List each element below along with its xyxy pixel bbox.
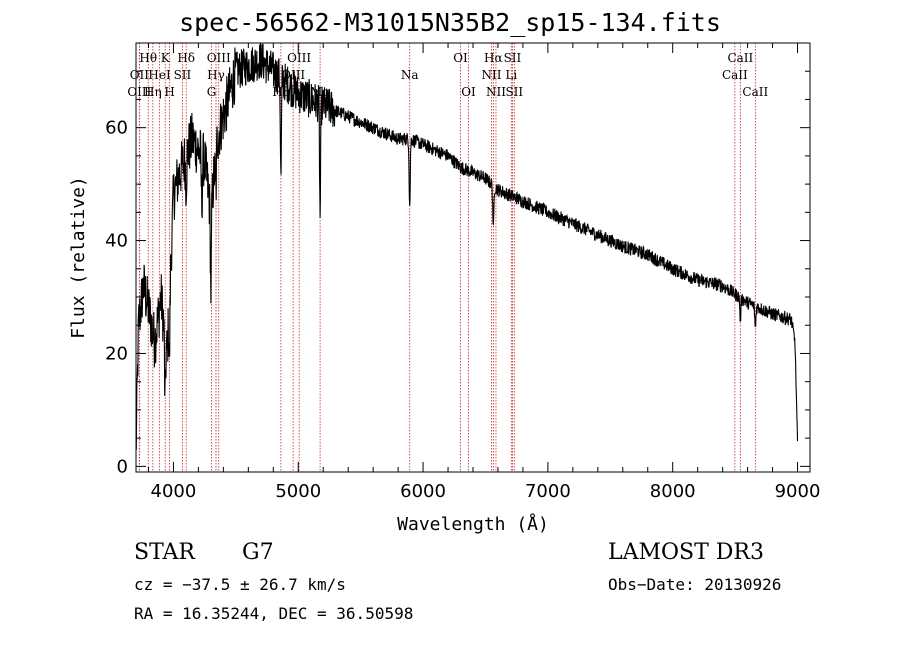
y-tick-label-3: 60 — [105, 118, 128, 139]
y-tick-label-0: 0 — [117, 456, 128, 477]
line-marker-label-19: Hα — [484, 51, 503, 65]
chart-title: spec-56562-M31015N35B2_sp15-134.fits — [179, 8, 721, 37]
object-subclass: G7 — [242, 540, 274, 565]
line-marker-label-10: Hγ — [207, 68, 225, 82]
line-marker-label-7: Hη — [144, 85, 162, 99]
y-tick-label-1: 20 — [105, 343, 128, 364]
line-marker-label-18: OI — [461, 85, 476, 99]
line-marker-label-15: Mg — [310, 85, 330, 99]
line-marker-label-2: Hδ — [177, 51, 195, 65]
redshift-velocity: cz = −37.5 ± 26.7 km/s — [134, 575, 346, 594]
observation-date: Obs−Date: 20130926 — [608, 575, 782, 594]
line-marker-label-11: G — [207, 85, 217, 99]
line-marker-label-21: NII — [481, 68, 501, 82]
line-marker-label-22: Li — [505, 68, 517, 82]
line-marker-label-6: OIII — [127, 85, 151, 99]
y-axis-label: Flux (relative) — [68, 176, 89, 339]
object-class: STAR — [134, 540, 195, 565]
line-marker-label-14: Hβ — [272, 85, 289, 99]
line-marker-label-13: OIII — [281, 68, 305, 82]
x-tick-label-1: 5000 — [275, 481, 321, 502]
line-marker-label-4: HeI — [148, 68, 171, 82]
line-marker-label-9: OIII — [207, 51, 231, 65]
line-marker-label-16: Na — [401, 68, 419, 82]
x-axis-label: Wavelength (Å) — [397, 513, 549, 535]
y-tick-label-2: 40 — [105, 231, 128, 252]
line-marker-label-26: CaII — [722, 68, 748, 82]
line-marker-label-0: Hθ — [139, 51, 157, 65]
line-marker-label-24: SII — [505, 85, 523, 99]
line-marker-label-12: OIII — [287, 51, 311, 65]
line-marker-label-25: CaII — [727, 51, 753, 65]
line-marker-label-8: H — [164, 85, 174, 99]
x-tick-label-5: 9000 — [775, 481, 821, 502]
x-tick-label-3: 7000 — [525, 481, 571, 502]
line-marker-label-23: NII — [486, 85, 506, 99]
x-tick-label-0: 4000 — [151, 481, 197, 502]
line-marker-label-1: K — [161, 51, 171, 65]
x-tick-label-4: 8000 — [650, 481, 696, 502]
sky-coordinates: RA = 16.35244, DEC = 36.50598 — [134, 604, 414, 623]
line-marker-label-17: OI — [453, 51, 468, 65]
survey-name: LAMOST DR3 — [608, 540, 764, 565]
line-marker-label-20: SII — [504, 51, 522, 65]
x-tick-label-2: 6000 — [400, 481, 446, 502]
plot-frame — [135, 42, 811, 473]
line-marker-label-27: CaII — [742, 85, 768, 99]
spectrum-line — [135, 42, 799, 450]
line-marker-label-3: OII — [130, 68, 150, 82]
line-marker-label-5: SII — [174, 68, 192, 82]
